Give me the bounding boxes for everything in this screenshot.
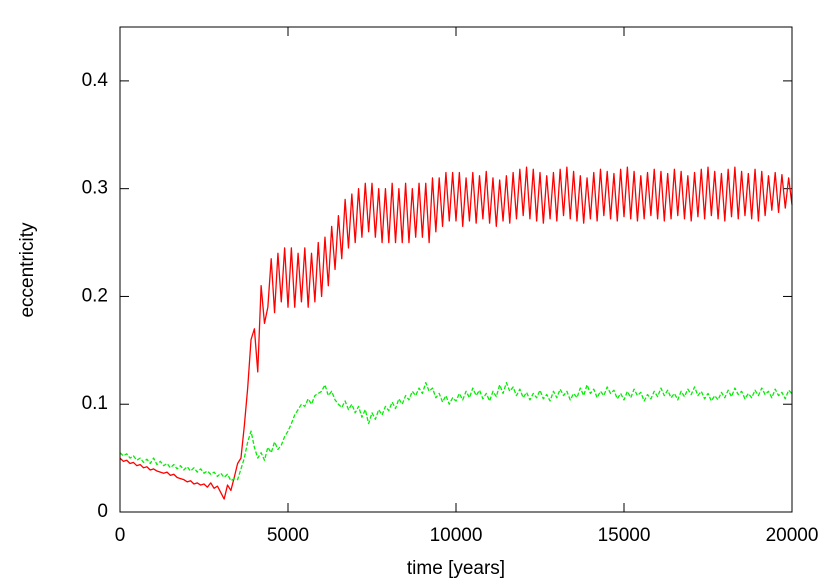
y-tick-label: 0.1 <box>82 393 108 414</box>
y-tick-label: 0.3 <box>82 178 108 199</box>
x-tick-label: 0 <box>115 525 126 546</box>
series-line <box>119 166 793 500</box>
x-axis-label: time [years] <box>407 558 505 579</box>
x-tick-label: 5000 <box>267 525 309 546</box>
y-axis-label: eccentricity <box>17 222 38 318</box>
y-tick-label: 0.4 <box>82 70 109 91</box>
y-tick-label: 0 <box>97 501 108 522</box>
x-tick-label: 15000 <box>598 525 651 546</box>
x-tick-label: 10000 <box>430 525 483 546</box>
plot-frame <box>119 26 793 513</box>
series-line <box>119 382 793 482</box>
y-tick-label: 0.2 <box>82 285 108 306</box>
x-tick-label: 20000 <box>766 525 819 546</box>
